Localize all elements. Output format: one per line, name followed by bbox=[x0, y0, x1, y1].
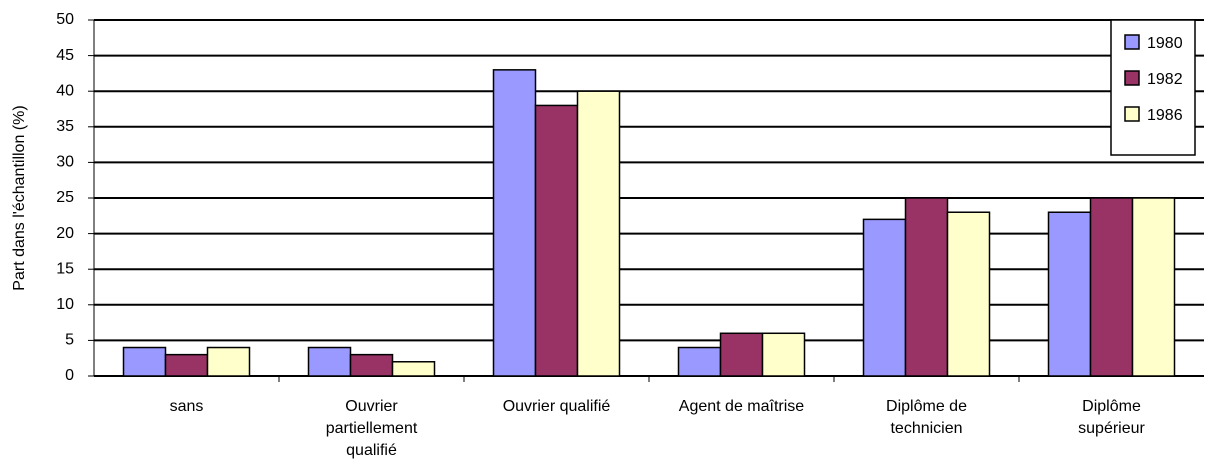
y-axis-label: Part dans l'échantillon (%) bbox=[11, 105, 28, 290]
y-tick-label: 45 bbox=[56, 47, 74, 64]
bar bbox=[534, 104, 579, 377]
bar bbox=[719, 332, 764, 377]
bar bbox=[576, 90, 621, 377]
bar bbox=[761, 332, 806, 377]
legend-label: 1982 bbox=[1147, 71, 1183, 88]
bar bbox=[307, 346, 352, 377]
y-tick-label: 50 bbox=[56, 11, 74, 28]
y-tick-label: 40 bbox=[56, 82, 74, 99]
bar bbox=[349, 353, 394, 377]
y-tick-label: 15 bbox=[56, 260, 74, 277]
bar bbox=[122, 346, 167, 377]
y-tick-label: 25 bbox=[56, 189, 74, 206]
bar bbox=[206, 346, 251, 377]
x-tick-label: Diplôme supérieur bbox=[1078, 398, 1145, 437]
y-tick-label: 35 bbox=[56, 118, 74, 135]
bar bbox=[904, 197, 949, 377]
x-tick-label: sans bbox=[169, 398, 204, 415]
y-tick-label: 20 bbox=[56, 225, 74, 242]
legend-swatch bbox=[1124, 34, 1140, 50]
bar bbox=[1089, 197, 1134, 377]
bar bbox=[1131, 197, 1176, 377]
x-tick-label: Ouvrier qualifié bbox=[502, 398, 611, 415]
y-tick-label: 30 bbox=[56, 154, 74, 171]
bar bbox=[164, 353, 209, 377]
x-tick-label: Diplôme de technicien bbox=[886, 398, 967, 437]
y-tick-label: 10 bbox=[56, 296, 74, 313]
y-tick-label: 0 bbox=[65, 367, 74, 384]
bar bbox=[946, 211, 991, 377]
bar bbox=[862, 218, 907, 377]
legend-swatch bbox=[1124, 106, 1140, 122]
legend-label: 1980 bbox=[1147, 35, 1183, 52]
bar bbox=[492, 69, 537, 377]
bar bbox=[1047, 211, 1092, 377]
y-tick-label: 5 bbox=[65, 332, 74, 349]
x-tick-label: Ouvrier partiellement qualifié bbox=[325, 398, 418, 459]
bar bbox=[677, 346, 722, 377]
x-tick-label: Agent de maîtrise bbox=[678, 398, 805, 415]
bar bbox=[391, 361, 436, 377]
legend-swatch bbox=[1124, 70, 1140, 86]
legend-label: 1986 bbox=[1147, 107, 1183, 124]
